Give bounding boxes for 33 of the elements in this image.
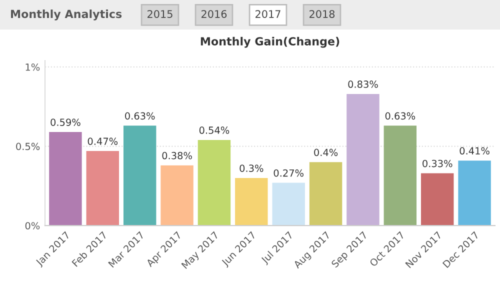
text: 2017 [256,10,280,18]
chart-title: Monthly Analytics [11,10,122,20]
bar [420,173,454,226]
bar [272,182,305,226]
bar [49,132,82,226]
data-label: 0.4% [314,148,338,156]
data-label: 0.83% [348,80,378,88]
y-tick-label: 0% [25,222,40,230]
data-label: 0.47% [88,138,118,145]
bar [123,126,156,226]
bar [86,151,120,226]
y-tick-label: 1% [26,63,40,71]
bar [198,140,231,226]
chart-subtitle: Monthly Gain(Change) [200,36,340,48]
data-label: 0.3% [240,164,264,172]
data-label: 0.63% [385,112,416,120]
data-label: 0.27% [274,169,304,177]
bar [384,126,417,226]
text: 2016 [202,10,227,18]
bar [160,165,194,226]
bar [346,94,380,226]
bar [235,178,268,226]
bar [309,162,342,226]
data-label: 0.33% [422,160,452,168]
text: 2018 [310,10,335,18]
data-label: 0.38% [162,152,192,160]
data-label: 0.54% [199,126,230,134]
data-label: 0.59% [50,118,80,126]
y-tick-label: 0.5% [16,142,40,150]
data-label: 0.41% [460,147,490,155]
data-label: 0.63% [125,112,155,120]
text: 2015 [148,10,172,18]
bar [458,160,491,226]
